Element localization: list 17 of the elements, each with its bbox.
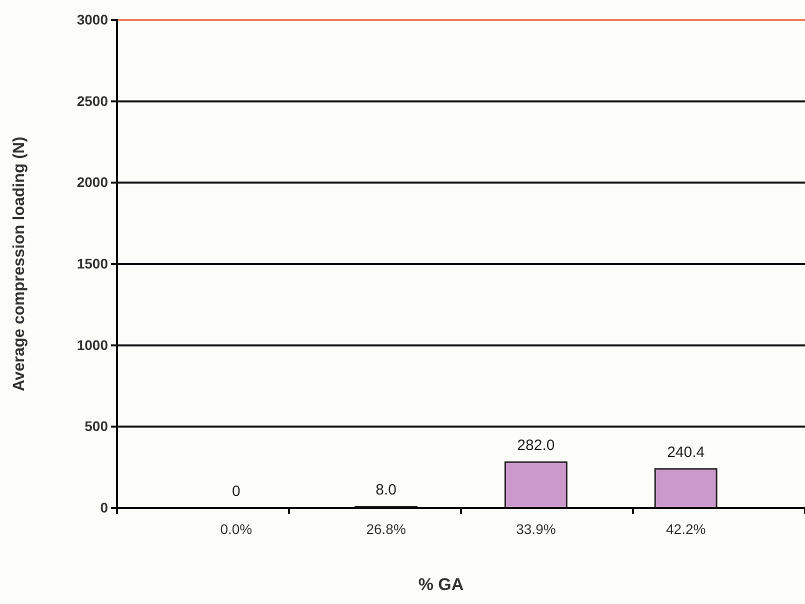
data-label: 8.0 <box>376 482 396 499</box>
x-tick-label: 0.0% <box>220 520 252 537</box>
data-label: 282.0 <box>517 437 555 454</box>
y-tick-label: 1000 <box>76 336 108 353</box>
x-axis-title: % GA <box>418 575 464 594</box>
y-tick-label: 1500 <box>76 255 108 272</box>
data-label: 0 <box>232 483 240 500</box>
x-tick-label: 26.8% <box>366 520 406 537</box>
y-tick-label: 2500 <box>76 92 108 109</box>
y-tick-label: 3000 <box>76 11 108 28</box>
data-label: 240.4 <box>667 444 705 461</box>
y-tick-label: 2000 <box>76 174 108 190</box>
y-axis-title: Average compression loading (N) <box>11 136 28 392</box>
x-tick-label: 33.9% <box>516 520 556 537</box>
x-tick-label: 42.2% <box>666 520 706 537</box>
y-tick-label: 0 <box>100 499 108 516</box>
y-tick-label: 500 <box>84 418 108 434</box>
